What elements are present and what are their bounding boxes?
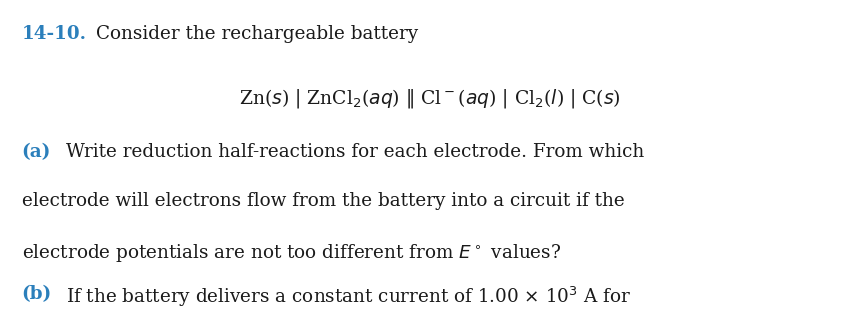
Text: Consider the rechargeable battery: Consider the rechargeable battery xyxy=(96,25,419,43)
Text: If the battery delivers a constant current of 1.00 $\times$ 10$^3$ A for: If the battery delivers a constant curre… xyxy=(66,285,631,309)
Text: Zn($s$) $|$ ZnCl$_2$($aq$) $\|$ Cl$^-$($aq$) $|$ Cl$_2$($l$) $|$ C($s$): Zn($s$) $|$ ZnCl$_2$($aq$) $\|$ Cl$^-$($… xyxy=(239,87,621,110)
Text: (b): (b) xyxy=(22,285,52,303)
Text: electrode will electrons flow from the battery into a circuit if the: electrode will electrons flow from the b… xyxy=(22,192,624,210)
Text: Write reduction half-reactions for each electrode. From which: Write reduction half-reactions for each … xyxy=(66,143,644,161)
Text: electrode potentials are not too different from $E^\circ$ values?: electrode potentials are not too differe… xyxy=(22,242,561,264)
Text: 14-10.: 14-10. xyxy=(22,25,87,43)
Text: (a): (a) xyxy=(22,143,51,161)
